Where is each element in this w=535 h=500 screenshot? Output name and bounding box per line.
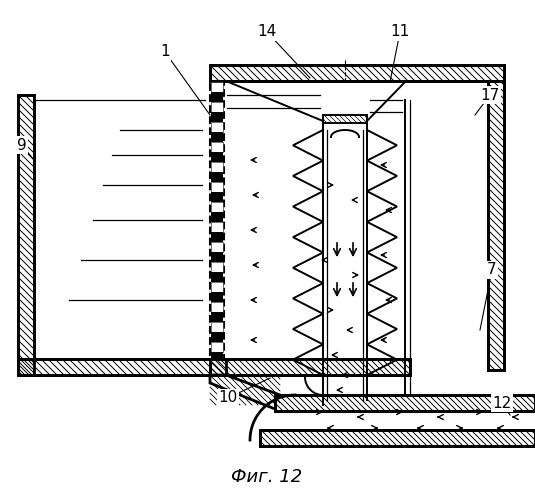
Bar [211, 212, 223, 222]
Bar [211, 92, 223, 102]
Bar [211, 342, 223, 352]
Bar [211, 172, 223, 182]
Text: 1: 1 [160, 44, 170, 60]
Bar [211, 162, 223, 172]
Bar [211, 122, 223, 132]
Bar [211, 102, 223, 112]
Text: 7: 7 [487, 262, 497, 278]
Bar [211, 182, 223, 192]
Bar [18, 95, 34, 375]
Bar [275, 395, 535, 411]
Text: 10: 10 [218, 390, 238, 406]
Bar [210, 65, 504, 81]
Bar [211, 192, 223, 202]
Bar [211, 232, 223, 242]
Text: Фиг. 12: Фиг. 12 [231, 468, 303, 486]
Bar [18, 359, 226, 375]
Bar [18, 359, 226, 375]
Bar [488, 81, 504, 370]
Bar [260, 430, 535, 446]
Text: 12: 12 [492, 396, 511, 410]
Bar [210, 65, 504, 81]
Text: 14: 14 [257, 24, 277, 40]
Bar [211, 132, 223, 142]
Bar [211, 352, 223, 358]
Bar [211, 222, 223, 232]
Text: 17: 17 [480, 88, 500, 102]
Polygon shape [210, 375, 280, 411]
Bar [211, 292, 223, 302]
Bar [488, 81, 504, 370]
Bar [210, 81, 224, 359]
Bar [260, 430, 535, 446]
Bar [275, 395, 535, 411]
Bar [323, 115, 367, 123]
Bar [211, 202, 223, 212]
Bar [211, 82, 223, 92]
Bar [211, 112, 223, 122]
Text: 11: 11 [391, 24, 410, 40]
Text: 9: 9 [17, 138, 27, 152]
Bar [18, 95, 34, 375]
Bar [211, 272, 223, 282]
Bar [211, 312, 223, 322]
Bar [211, 282, 223, 292]
Bar [211, 152, 223, 162]
Bar [211, 332, 223, 342]
Bar [211, 142, 223, 152]
Bar [211, 322, 223, 332]
Bar [210, 359, 410, 375]
Bar [211, 262, 223, 272]
Bar [323, 115, 367, 123]
Bar [211, 252, 223, 262]
Bar [210, 359, 410, 375]
Bar [211, 302, 223, 312]
Bar [211, 242, 223, 252]
